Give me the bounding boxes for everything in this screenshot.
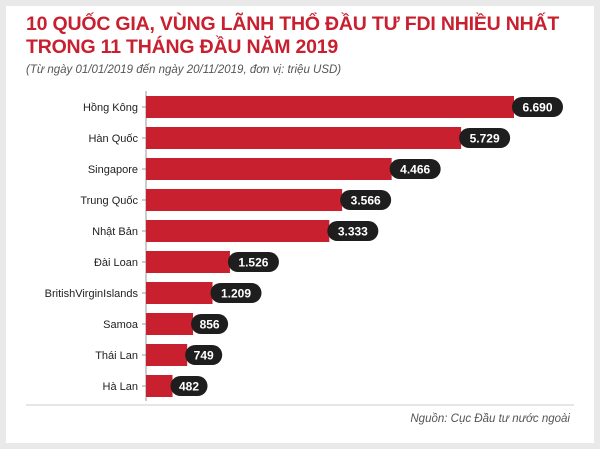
value-label-bg bbox=[459, 128, 511, 148]
category-label: Trung Quốc bbox=[80, 195, 138, 207]
bar bbox=[146, 344, 188, 366]
value-label: 4.466 bbox=[400, 163, 430, 177]
value-label-bg bbox=[170, 376, 208, 396]
value-label: 3.566 bbox=[351, 194, 381, 208]
bar bbox=[146, 251, 230, 273]
chart-title: 10 QUỐC GIA, VÙNG LÃNH THỔ ĐẦU TƯ FDI NH… bbox=[26, 13, 559, 59]
category-label: Hàn Quốc bbox=[88, 133, 138, 145]
category-label: Hà Lan bbox=[103, 381, 138, 393]
chart-subtitle: (Từ ngày 01/01/2019 đến ngày 20/11/2019,… bbox=[26, 64, 342, 76]
bar bbox=[146, 127, 462, 149]
category-label: Thái Lan bbox=[95, 350, 138, 362]
category-label: Singapore bbox=[88, 164, 138, 176]
value-label: 749 bbox=[194, 349, 214, 363]
bar bbox=[146, 189, 343, 211]
value-label: 856 bbox=[200, 318, 220, 332]
bar bbox=[146, 158, 392, 180]
value-label-bg bbox=[340, 190, 392, 210]
category-label: Hồng Kông bbox=[83, 102, 138, 114]
chart-title-line1: 10 QUỐC GIA, VÙNG LÃNH THỔ ĐẦU TƯ FDI NH… bbox=[26, 13, 560, 35]
source-note: Nguồn: Cục Đầu tư nước ngoài bbox=[410, 413, 570, 425]
value-label: 6.690 bbox=[522, 101, 552, 115]
value-label-bg bbox=[227, 252, 279, 272]
value-label-bg bbox=[327, 221, 379, 241]
category-label: Samoa bbox=[103, 319, 139, 331]
category-label: Nhật Bản bbox=[92, 226, 138, 238]
value-label-bg bbox=[210, 283, 262, 303]
bar bbox=[146, 220, 330, 242]
value-label: 482 bbox=[179, 380, 199, 394]
value-label-bg bbox=[389, 159, 441, 179]
bar bbox=[146, 313, 194, 335]
category-label: Đài Loan bbox=[94, 257, 138, 269]
bar bbox=[146, 96, 514, 118]
value-label: 5.729 bbox=[470, 132, 500, 146]
value-label: 1.209 bbox=[221, 287, 251, 301]
value-label: 3.333 bbox=[338, 225, 368, 239]
bar bbox=[146, 375, 173, 397]
chart-title-line2: TRONG 11 THÁNG ĐẦU NĂM 2019 bbox=[26, 36, 339, 58]
value-label-bg bbox=[191, 314, 229, 334]
bar bbox=[146, 282, 213, 304]
value-label: 1.526 bbox=[238, 256, 268, 270]
category-label: BritishVirginIslands bbox=[45, 288, 139, 300]
value-label-bg bbox=[512, 97, 563, 117]
value-label-bg bbox=[185, 345, 223, 365]
